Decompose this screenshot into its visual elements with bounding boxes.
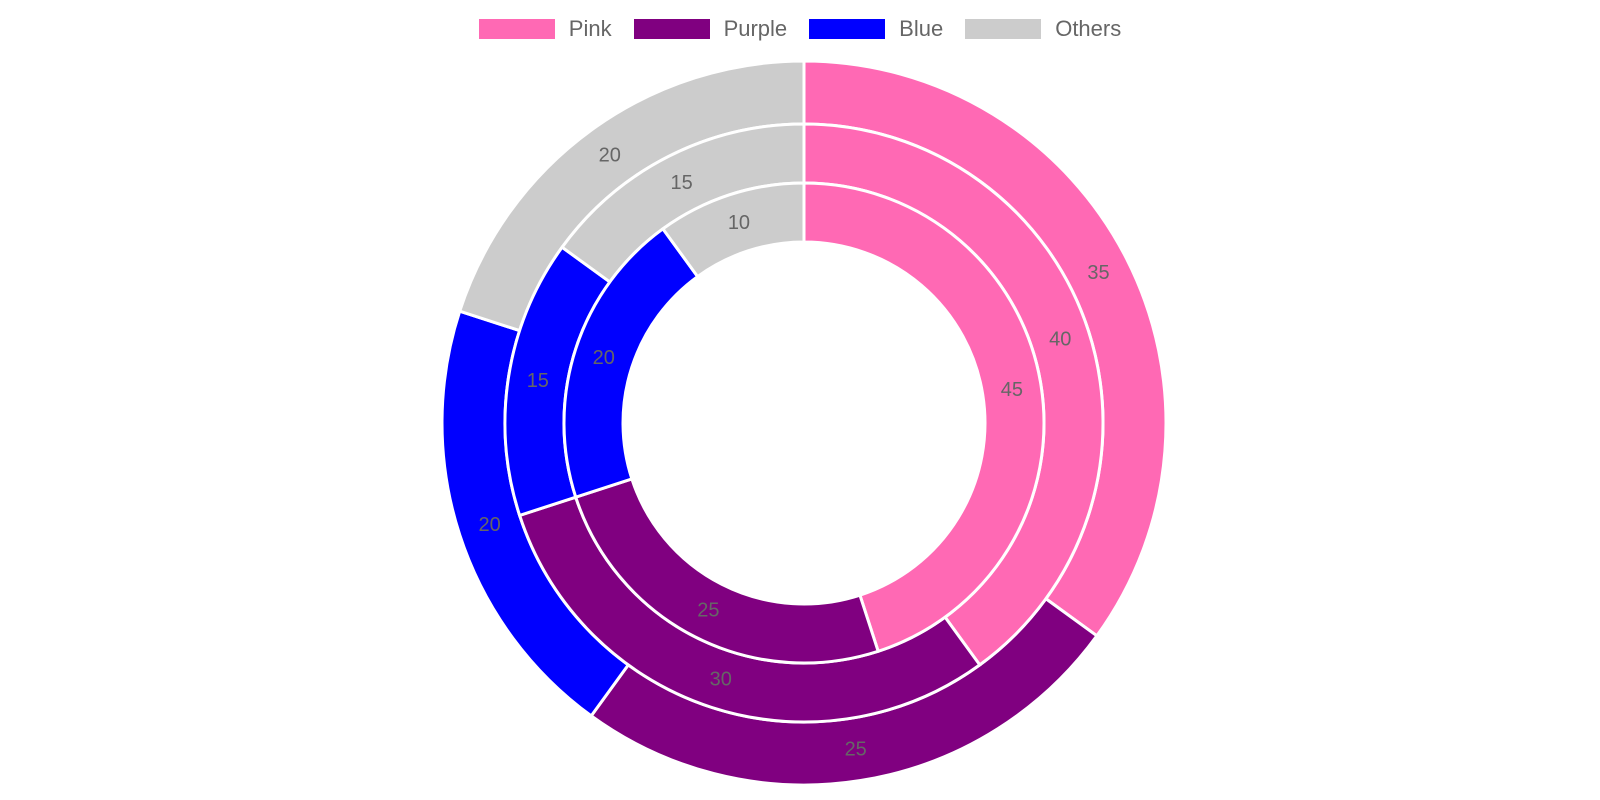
data-label-inner-pink: 45 [1001, 379, 1023, 401]
data-label-outer-pink: 35 [1087, 262, 1109, 284]
legend-item-pink[interactable]: Pink [478, 16, 612, 42]
legend-swatch [633, 19, 710, 39]
data-label-middle-pink: 40 [1049, 329, 1071, 351]
legend-item-purple[interactable]: Purple [633, 16, 788, 42]
legend-swatch [809, 19, 886, 39]
slice-inner-others[interactable] [660, 181, 806, 279]
data-label-middle-others: 15 [671, 172, 693, 194]
ring-inner: 45 25 20 10 [562, 181, 1046, 665]
legend-item-others[interactable]: Others [965, 16, 1121, 42]
legend-label: Pink [568, 16, 612, 41]
legend-item-blue[interactable]: Blue [809, 16, 943, 42]
data-label-middle-purple: 30 [710, 668, 732, 690]
data-label-outer-purple: 25 [845, 738, 867, 760]
data-label-middle-blue: 15 [527, 370, 549, 392]
data-label-outer-others: 20 [599, 145, 621, 167]
legend-label: Blue [899, 16, 944, 41]
ring-middle: 40 30 15 15 [503, 122, 1105, 724]
data-label-outer-blue: 20 [479, 514, 501, 536]
data-label-inner-purple: 25 [697, 600, 719, 622]
slice-inner-pink[interactable] [802, 181, 1046, 654]
legend-label: Others [1055, 16, 1122, 41]
data-label-inner-others: 10 [728, 212, 750, 234]
legend-label: Purple [723, 16, 788, 41]
legend-swatch [478, 19, 555, 39]
legend-swatch [965, 19, 1042, 39]
data-label-inner-blue: 20 [593, 347, 615, 369]
legend: Pink Purple Blue Others [0, 16, 1600, 42]
